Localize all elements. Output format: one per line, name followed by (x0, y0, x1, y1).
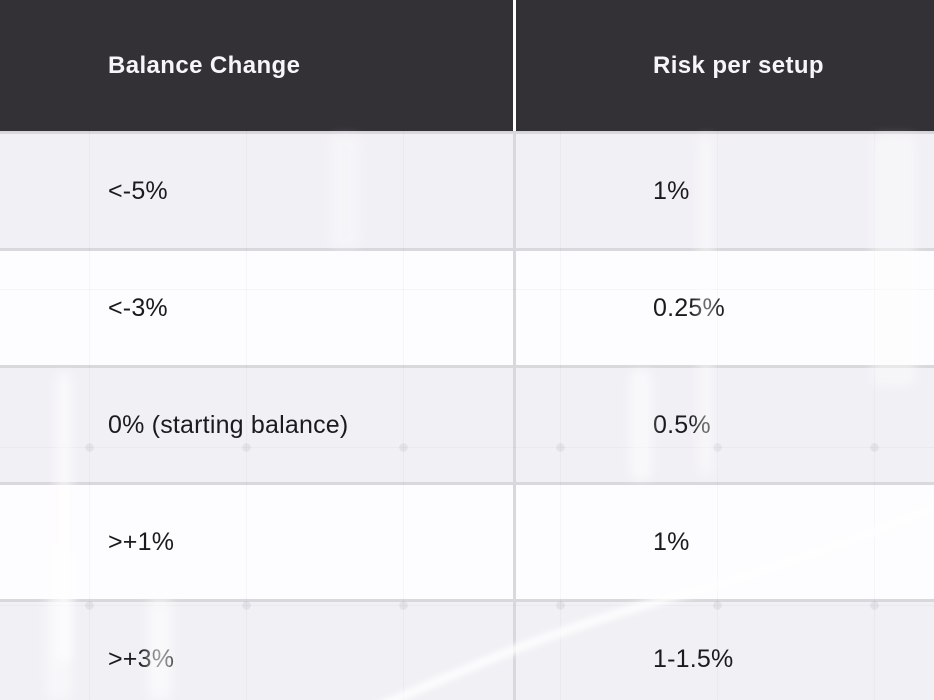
table-row: <-5% 1% (0, 131, 934, 248)
risk-per-setup-cell: 0.25% (653, 293, 725, 322)
table-body: <-5% 1% <-3% 0.25% 0% (starting balance)… (0, 131, 934, 700)
column-header-balance-change: Balance Change (0, 0, 516, 131)
table-header-row: Balance Change Risk per setup (0, 0, 934, 131)
balance-change-cell: <-3% (0, 251, 516, 365)
column-header-risk-per-setup: Risk per setup (653, 51, 824, 79)
table-row: >+3% 1-1.5% (0, 599, 934, 700)
balance-change-cell: 0% (starting balance) (0, 368, 516, 482)
risk-per-setup-cell: 1-1.5% (653, 644, 734, 673)
risk-per-setup-cell: 1% (653, 176, 690, 205)
balance-change-cell: >+3% (0, 602, 516, 700)
risk-per-setup-cell: 0.5% (653, 410, 711, 439)
risk-per-setup-cell: 1% (653, 527, 690, 556)
table-row: >+1% 1% (0, 482, 934, 599)
table-row: 0% (starting balance) 0.5% (0, 365, 934, 482)
table-row: <-3% 0.25% (0, 248, 934, 365)
balance-change-cell: >+1% (0, 485, 516, 599)
balance-change-cell: <-5% (0, 134, 516, 248)
